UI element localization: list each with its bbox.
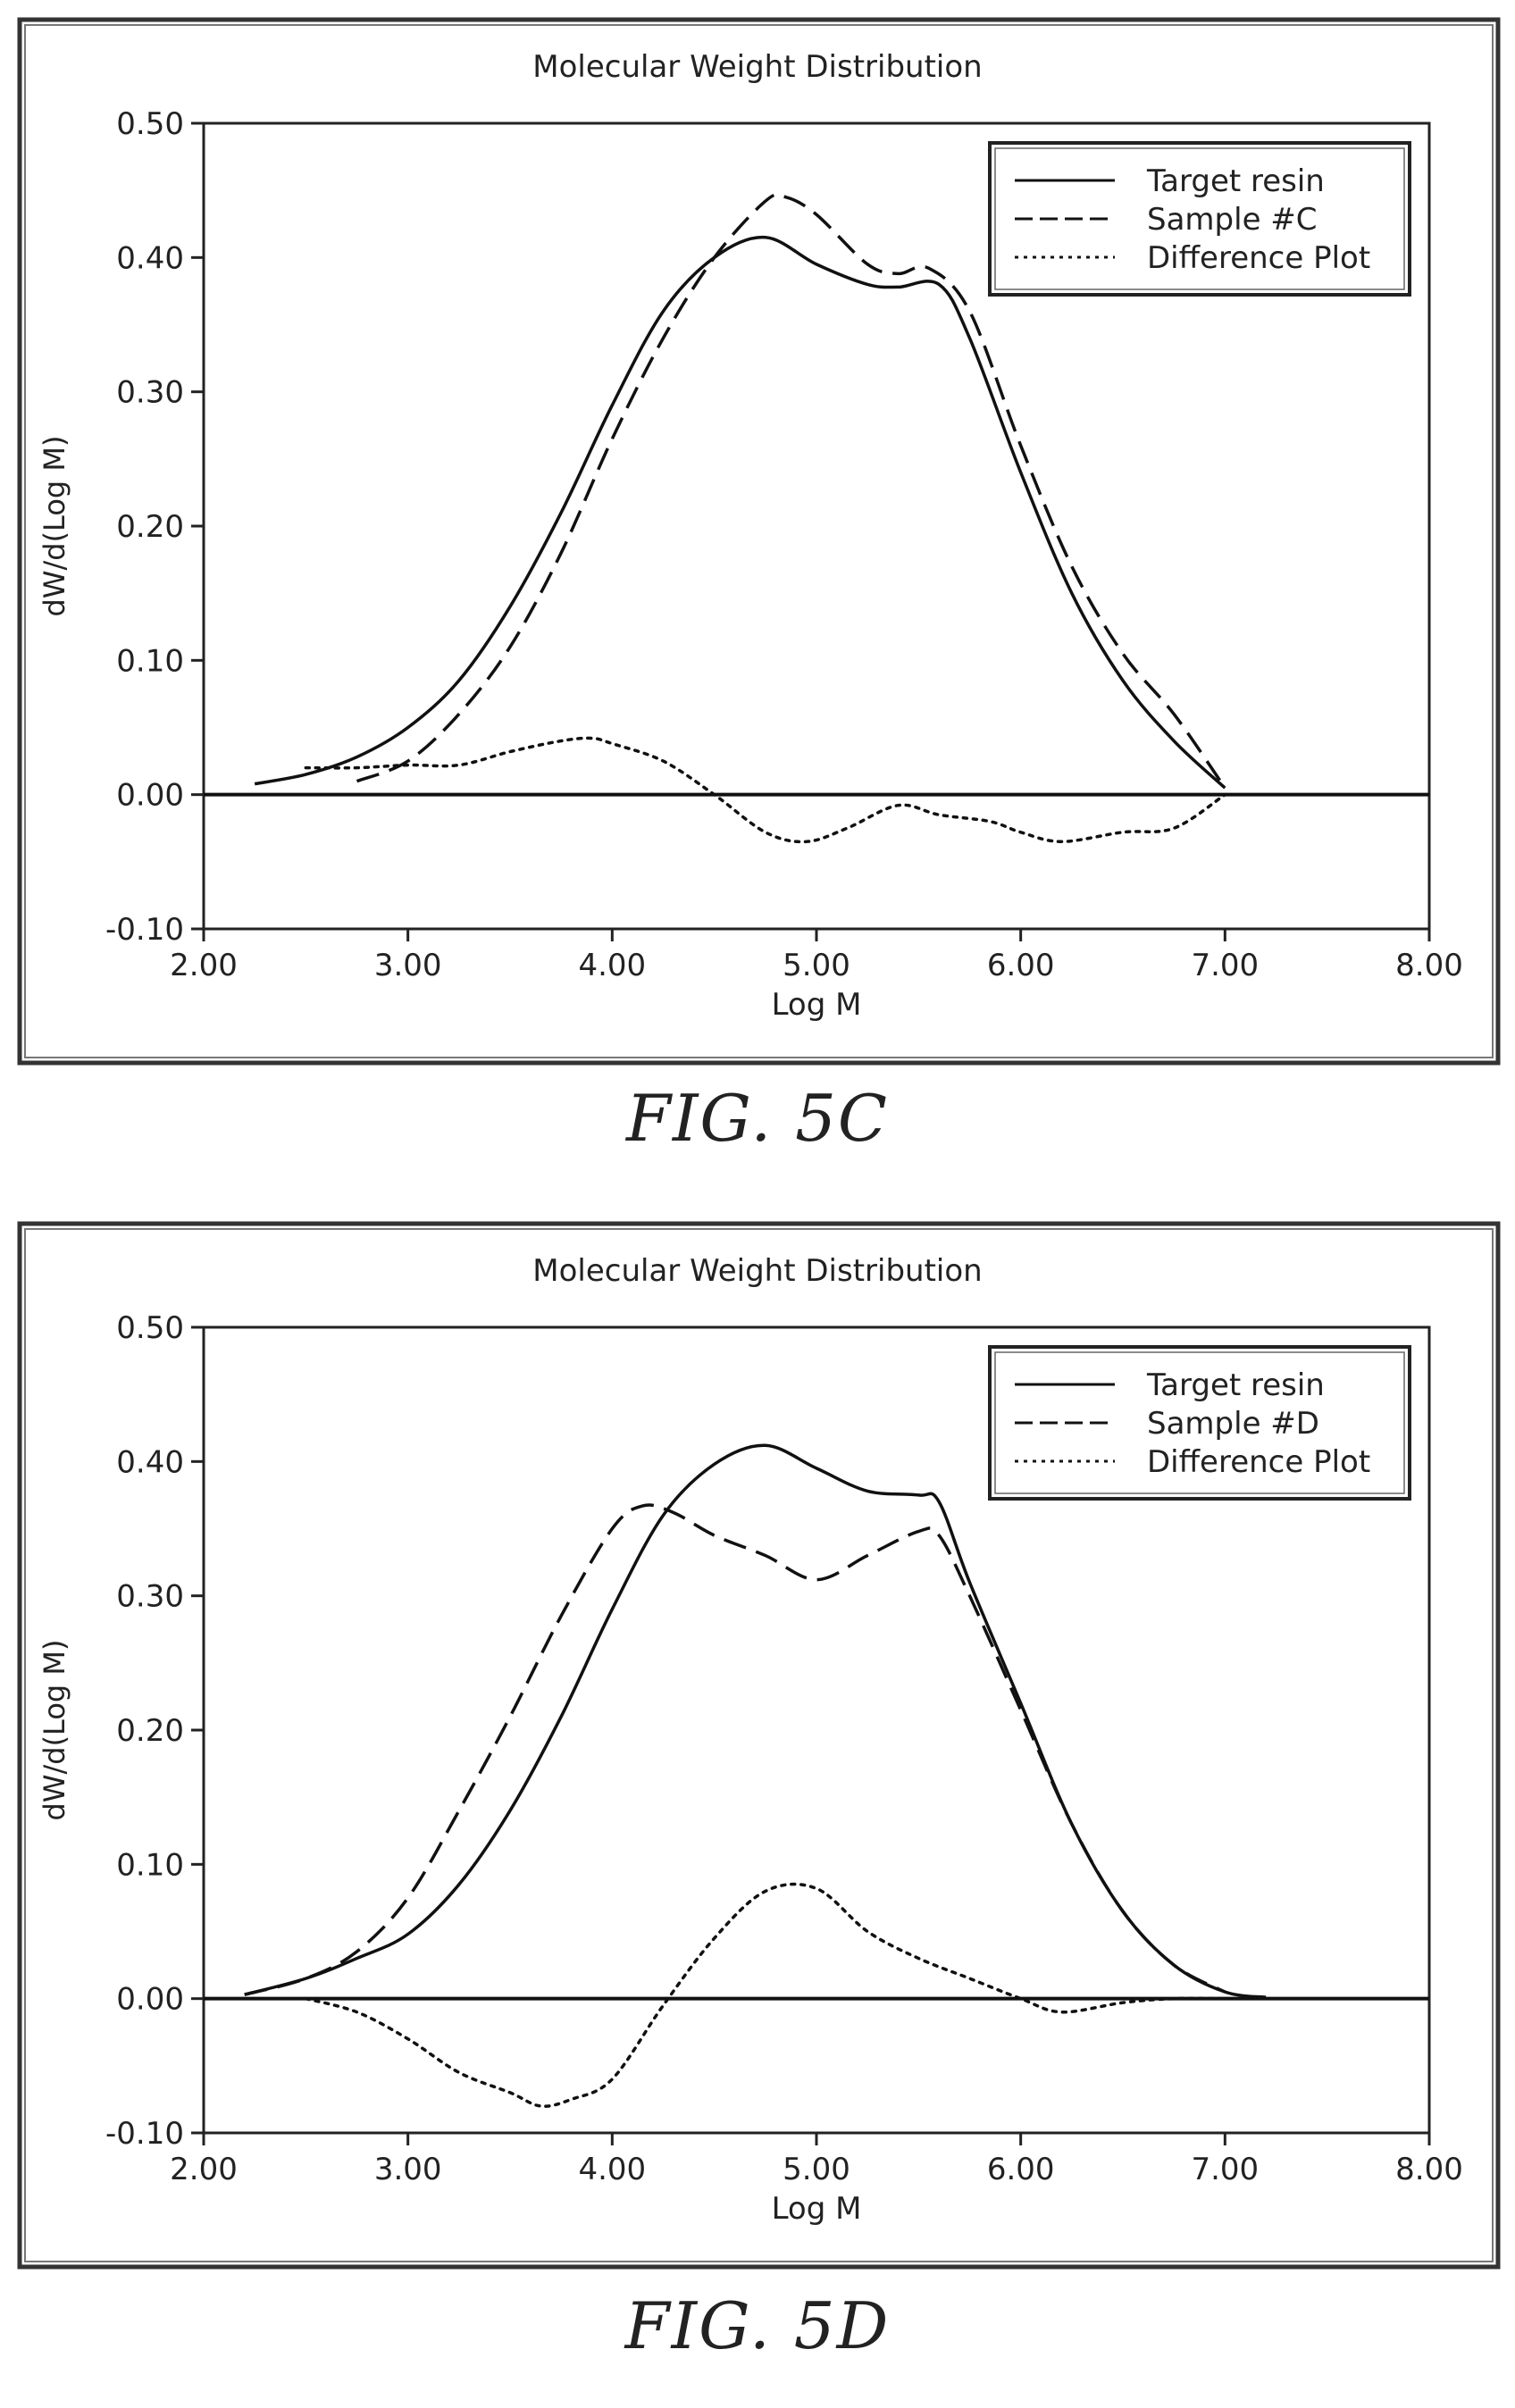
x-tick-label: 8.00 bbox=[1395, 948, 1463, 983]
x-tick-label: 5.00 bbox=[783, 2152, 850, 2187]
y-tick-label: 0.00 bbox=[116, 778, 184, 814]
x-tick-label: 4.00 bbox=[578, 2152, 646, 2187]
chart-title: Molecular Weight Distribution bbox=[532, 49, 982, 85]
chart-5d: Molecular Weight Distribution 2.00 3.00 4.0… bbox=[17, 1221, 1501, 2270]
figure-5c: Molecular Weight Distribution 2.00 3.00 4.0… bbox=[17, 17, 1501, 1156]
x-tick-label: 3.00 bbox=[374, 948, 442, 983]
y-tick-label: 0.00 bbox=[116, 1982, 184, 2018]
series-line-target bbox=[244, 1443, 1267, 1999]
chart-frame-inner bbox=[24, 1228, 1494, 2262]
x-tick-label: 5.00 bbox=[783, 948, 850, 983]
y-tick-label: -0.10 bbox=[105, 2116, 184, 2152]
y-tick-label: 0.40 bbox=[116, 240, 184, 276]
legend-label: Difference Plot bbox=[1147, 1444, 1370, 1480]
series-line-sample bbox=[244, 1503, 1226, 1996]
y-tick-label: 0.50 bbox=[116, 1310, 184, 1346]
series-line-difference bbox=[304, 1882, 1227, 2108]
legend-label: Sample #C bbox=[1147, 202, 1318, 238]
chart-frame bbox=[17, 1221, 1501, 2270]
x-tick-label: 6.00 bbox=[987, 2152, 1055, 2187]
chart-frame-inner bbox=[24, 24, 1494, 1058]
y-tick-label: 0.20 bbox=[116, 509, 184, 545]
series-line-difference bbox=[304, 736, 1227, 844]
x-tick-label: 4.00 bbox=[578, 948, 646, 983]
x-tick-label: 8.00 bbox=[1395, 2152, 1463, 2187]
x-tick-label: 2.00 bbox=[170, 2152, 238, 2187]
y-tick-label: 0.10 bbox=[116, 1847, 184, 1883]
chart-title: Molecular Weight Distribution bbox=[532, 1253, 982, 1289]
y-tick-label: 0.10 bbox=[116, 643, 184, 679]
y-axis-label: dW/d(Log M) bbox=[38, 1640, 71, 1821]
x-axis-label: Log M bbox=[772, 987, 862, 1023]
figure-caption: FIG. 5C bbox=[625, 1081, 890, 1156]
series-line-target bbox=[254, 236, 1226, 790]
x-axis-label: Log M bbox=[772, 2191, 862, 2227]
x-tick-label: 7.00 bbox=[1191, 948, 1259, 983]
y-tick-label: 0.20 bbox=[116, 1713, 184, 1749]
y-tick-label: 0.30 bbox=[116, 375, 184, 411]
y-axis-label: dW/d(Log M) bbox=[38, 436, 71, 617]
y-tick-label: 0.30 bbox=[116, 1579, 184, 1615]
legend-box bbox=[988, 1345, 1411, 1501]
series-line-sample bbox=[356, 193, 1226, 790]
legend-label: Difference Plot bbox=[1147, 240, 1370, 276]
x-tick-label: 3.00 bbox=[374, 2152, 442, 2187]
legend-label: Target resin bbox=[1146, 163, 1325, 199]
x-tick-label: 2.00 bbox=[170, 948, 238, 983]
legend-box bbox=[988, 141, 1411, 297]
y-tick-label: -0.10 bbox=[105, 912, 184, 948]
legend-label: Target resin bbox=[1146, 1367, 1325, 1403]
x-tick-label: 7.00 bbox=[1191, 2152, 1259, 2187]
figure-caption: FIG. 5D bbox=[624, 2288, 891, 2363]
y-tick-label: 0.50 bbox=[116, 106, 184, 142]
legend-label: Sample #D bbox=[1147, 1406, 1319, 1442]
legend-box-inner bbox=[994, 1351, 1405, 1494]
y-tick-label: 0.40 bbox=[116, 1444, 184, 1480]
chart-5c: Molecular Weight Distribution 2.00 3.00 4.0… bbox=[17, 17, 1501, 1066]
x-tick-label: 6.00 bbox=[987, 948, 1055, 983]
legend-box-inner bbox=[994, 147, 1405, 290]
figure-5d: Molecular Weight Distribution 2.00 3.00 4.0… bbox=[0, 1204, 1515, 2408]
chart-frame bbox=[17, 17, 1501, 1066]
